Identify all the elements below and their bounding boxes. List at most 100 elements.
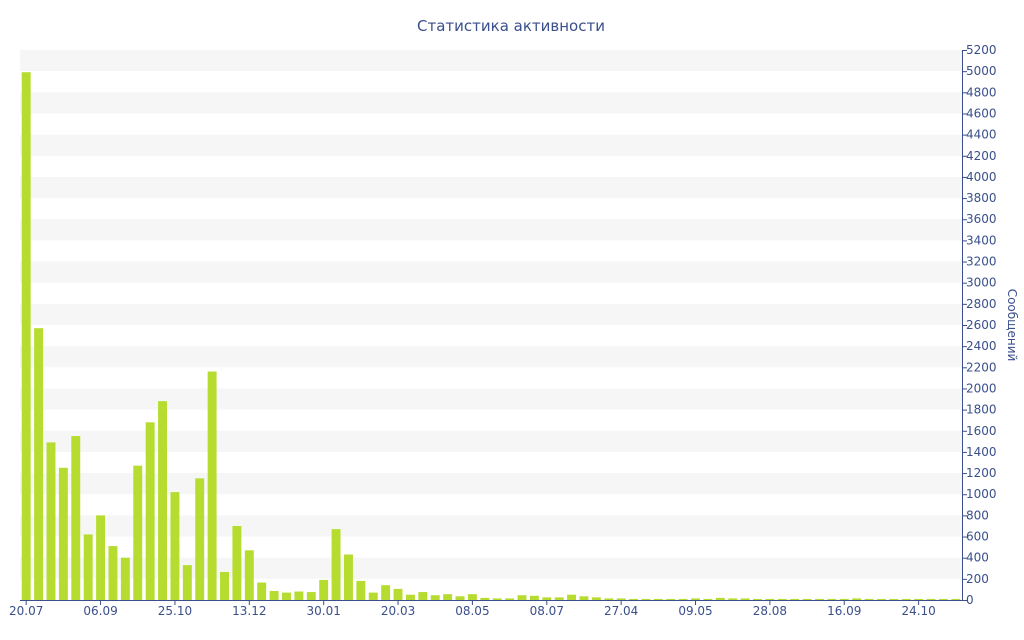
y-tick-label: 3400	[966, 233, 997, 247]
bar-24	[319, 579, 329, 600]
x-tick-label: 08.07	[530, 604, 564, 618]
bar-35	[455, 596, 465, 600]
bar-54	[691, 598, 700, 600]
y-tick-label: 4800	[966, 85, 997, 99]
y-tick-label: 200	[966, 572, 989, 586]
grid-band	[20, 92, 962, 114]
bar-4	[71, 436, 81, 600]
bar-21	[282, 592, 291, 600]
bar-25	[331, 529, 341, 600]
bar-7	[108, 546, 118, 600]
x-tick-label: 06.09	[83, 604, 117, 618]
x-tick-label: 20.07	[9, 604, 43, 618]
y-tick-label: 3000	[966, 276, 997, 290]
x-tick-label: 25.10	[158, 604, 192, 618]
bar-33	[430, 595, 440, 600]
bar-57	[728, 598, 738, 600]
y-tick-label: 2000	[966, 381, 997, 395]
bar-62	[790, 598, 800, 600]
bar-18	[244, 550, 254, 600]
y-axis-ticks: 0 200 400 600 800 1000 1200 1400 1600 1800 2000 220…	[962, 43, 997, 607]
y-tick-label: 4200	[966, 149, 997, 163]
grid-band	[20, 303, 962, 325]
bar-58	[740, 598, 750, 600]
x-tick-label: 24.10	[901, 604, 935, 618]
bar-74	[938, 598, 948, 600]
grid-band	[20, 261, 962, 283]
y-tick-label: 3200	[966, 255, 997, 269]
bar-19	[257, 582, 267, 600]
x-tick-label: 27.04	[604, 604, 638, 618]
bar-75	[951, 598, 961, 600]
bar-56	[715, 597, 725, 600]
bar-53	[678, 598, 688, 600]
y-tick-label: 5000	[966, 64, 997, 78]
bar-0	[21, 72, 31, 600]
bar-20	[269, 591, 279, 600]
bar-52	[666, 598, 676, 600]
y-tick-label: 1600	[966, 424, 997, 438]
x-axis-ticks: 20.07 06.09 25.10 13.12 30.01 20.03 08.05 08.07…	[9, 600, 936, 618]
bar-34	[443, 594, 453, 600]
y-tick-label: 1000	[966, 487, 997, 501]
bar-10	[145, 422, 155, 600]
y-tick-label: 2800	[966, 297, 997, 311]
bar-72	[914, 598, 924, 600]
grid-band	[20, 388, 962, 410]
bar-71	[901, 598, 911, 600]
bar-27	[356, 580, 366, 600]
y-tick-label: 600	[966, 530, 989, 544]
bar-2	[46, 442, 56, 600]
bar-31	[405, 594, 415, 600]
bar-29	[381, 585, 391, 600]
bar-3	[58, 467, 68, 600]
bar-48	[616, 598, 626, 600]
y-tick-label: 2200	[966, 360, 997, 374]
grid-band	[20, 473, 962, 495]
x-tick-label: 30.01	[306, 604, 340, 618]
bar-44	[567, 594, 577, 600]
y-tick-label: 4600	[966, 106, 997, 120]
y-tick-label: 800	[966, 508, 989, 522]
chart-title: Статистика активности	[417, 17, 605, 35]
grid-band	[20, 134, 962, 156]
bar-50	[641, 598, 651, 600]
bar-55	[703, 598, 713, 600]
x-tick-label: 13.12	[232, 604, 266, 618]
x-tick-label: 09.05	[678, 604, 712, 618]
bar-68	[864, 598, 874, 600]
bar-39	[505, 598, 515, 600]
bar-42	[542, 597, 552, 600]
x-tick-label: 28.08	[753, 604, 787, 618]
bar-12	[170, 492, 180, 600]
grid-band	[20, 430, 962, 452]
bar-45	[579, 596, 589, 600]
grid-band	[20, 176, 962, 199]
bar-40	[517, 595, 527, 600]
bar-series	[21, 72, 961, 600]
y-tick-label: 3800	[966, 191, 997, 205]
bar-49	[629, 598, 638, 600]
bar-23	[306, 592, 316, 600]
bar-60	[765, 598, 775, 600]
bar-6	[96, 515, 106, 600]
bar-38	[492, 598, 502, 600]
y-tick-label: 1800	[966, 403, 997, 417]
grid-band	[20, 50, 962, 72]
bar-36	[467, 594, 477, 600]
bar-66	[839, 598, 849, 600]
bar-11	[158, 401, 167, 600]
bar-69	[876, 598, 886, 600]
bar-26	[344, 554, 353, 600]
grid-bands	[20, 50, 962, 579]
y-tick-label: 1200	[966, 466, 997, 480]
y-tick-label: 5200	[966, 43, 997, 57]
bar-8	[120, 557, 130, 600]
bar-64	[815, 598, 824, 600]
bar-51	[653, 598, 663, 600]
grid-band	[20, 346, 962, 368]
bar-65	[827, 598, 837, 600]
bar-15	[207, 371, 217, 600]
x-tick-label: 16.09	[827, 604, 861, 618]
